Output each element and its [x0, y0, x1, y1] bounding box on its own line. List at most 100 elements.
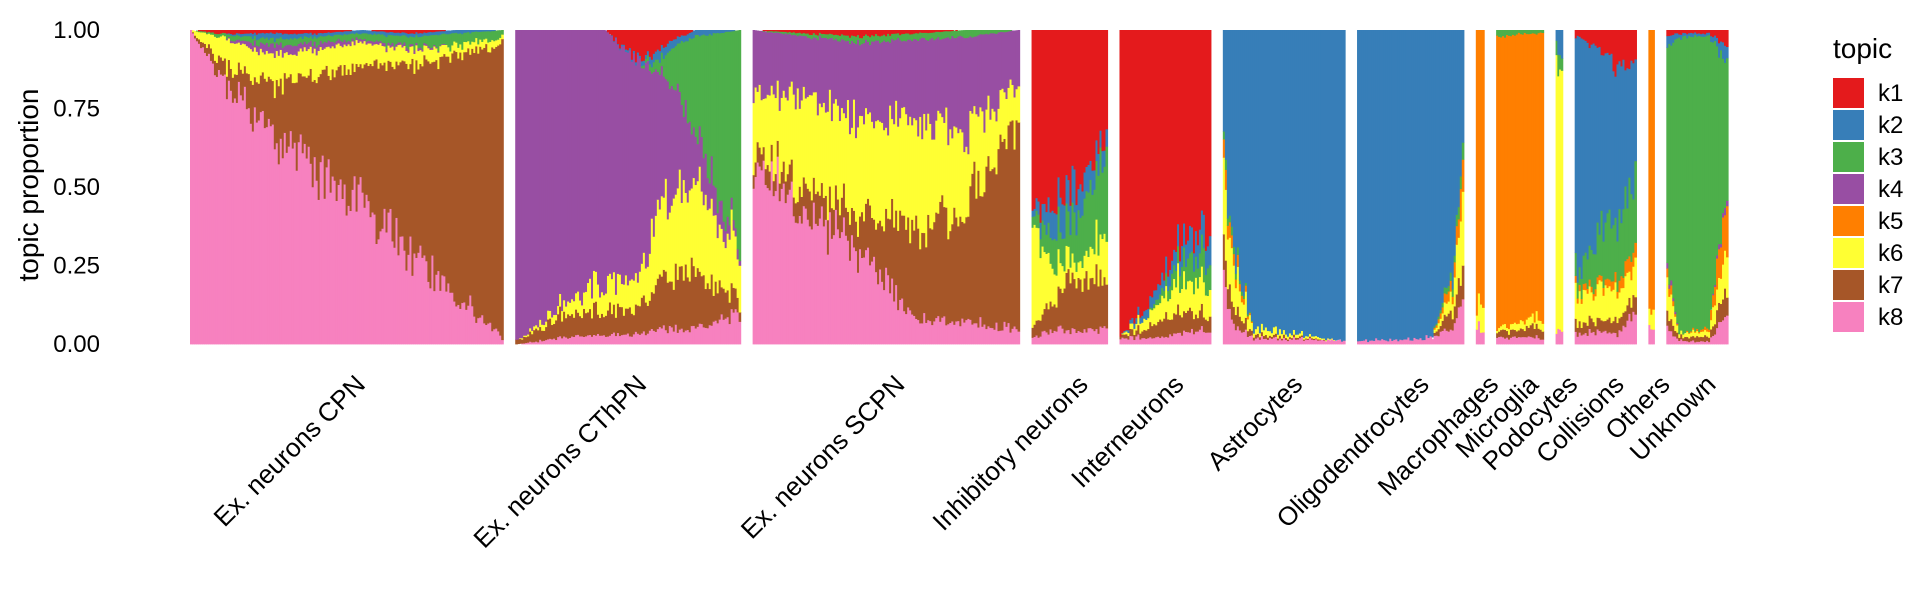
bar-segment-k6	[931, 139, 934, 230]
bar-segment-k1	[1141, 30, 1144, 316]
bar-segment-k4	[555, 30, 558, 315]
bar-segment-k8	[1099, 326, 1103, 345]
bar-segment-k4	[842, 39, 846, 114]
bar-segment-k4	[1009, 30, 1013, 80]
bar-segment-k1	[435, 30, 438, 32]
bar-segment-k8	[973, 322, 976, 345]
bar-segment-k3	[969, 30, 972, 37]
bar-segment-k7	[903, 215, 906, 312]
bar-segment-k1	[1190, 30, 1194, 228]
bar-segment-k6	[275, 50, 279, 81]
bar-segment-k2	[666, 43, 670, 53]
bar-segment-k6	[824, 112, 828, 196]
bar-segment-k3	[802, 32, 806, 37]
bar-segment-k8	[1559, 329, 1562, 345]
bar-segment-k6	[1555, 54, 1558, 334]
group-ex-neurons-cpn	[190, 30, 504, 345]
bar-segment-k2	[724, 30, 728, 32]
bar-segment-k8	[690, 325, 694, 345]
bar-segment-k1	[1093, 30, 1097, 171]
bar-segment-k7	[788, 164, 792, 190]
bar-segment-k3	[1531, 30, 1535, 34]
bar-segment-k6	[441, 44, 444, 57]
bar-segment-k1	[1179, 30, 1182, 262]
bar-segment-k6	[927, 113, 930, 215]
bar-segment-k4	[977, 34, 981, 117]
bar-segment-k6	[684, 192, 688, 265]
bar-segment-k8	[1632, 311, 1635, 345]
bar-segment-k3	[828, 33, 832, 39]
bar-segment-k4	[359, 38, 363, 42]
bar-segment-k3	[345, 34, 349, 43]
bar-segment-k1	[1612, 30, 1616, 72]
bar-segment-k8	[1652, 329, 1655, 345]
bar-segment-k3	[481, 31, 484, 42]
bar-segment-k7	[1694, 337, 1697, 343]
bar-segment-k2	[1437, 30, 1441, 317]
bar-segment-k1	[684, 30, 688, 36]
bar-segment-k5	[1525, 33, 1529, 320]
bar-segment-k4	[247, 41, 251, 48]
bar-segment-k1	[1690, 30, 1693, 33]
bar-segment-k1	[612, 30, 616, 42]
bar-segment-k8	[267, 118, 271, 345]
bar-segment-k2	[1451, 30, 1455, 290]
bar-segment-k7	[863, 220, 866, 258]
bar-segment-k6	[666, 219, 670, 283]
bar-segment-k4	[589, 30, 592, 279]
bar-segment-k3	[421, 36, 424, 50]
bar-segment-k6	[1718, 277, 1721, 303]
bar-segment-k4	[1718, 243, 1721, 250]
bar-segment-k7	[1704, 334, 1707, 343]
bar-segment-k1	[257, 30, 261, 34]
bar-segment-k4	[678, 91, 682, 170]
bar-segment-k4	[1714, 284, 1717, 287]
bar-segment-k7	[225, 76, 229, 100]
bar-segment-k1	[1187, 30, 1190, 241]
bar-segment-k6	[1435, 327, 1439, 332]
bar-segment-k6	[561, 310, 564, 322]
bar-segment-k7	[1045, 302, 1049, 333]
bar-segment-k1	[417, 30, 421, 34]
bar-segment-k8	[1323, 340, 1326, 345]
bar-segment-k7	[1726, 297, 1729, 316]
bar-segment-k6	[1477, 293, 1481, 322]
bar-segment-k7	[345, 74, 349, 216]
bar-segment-k8	[1304, 339, 1308, 345]
bar-segment-k2	[664, 46, 668, 56]
bar-segment-k1	[638, 30, 642, 56]
bar-segment-k6	[648, 253, 652, 301]
bar-segment-k2	[1616, 64, 1620, 242]
bar-segment-k5	[1496, 35, 1499, 332]
bar-segment-k6	[1003, 91, 1007, 139]
bar-segment-k6	[257, 54, 261, 84]
bar-segment-k1	[1185, 30, 1188, 245]
bar-segment-k6	[947, 144, 950, 240]
bar-segment-k6	[239, 44, 243, 70]
bar-segment-k1	[832, 30, 836, 36]
bar-segment-k6	[1145, 319, 1148, 331]
bar-segment-k3	[1085, 190, 1089, 251]
group-inhibitory-neurons	[1031, 30, 1109, 345]
bar-segment-k8	[712, 321, 716, 345]
bar-segment-k8	[1602, 331, 1606, 345]
bar-segment-k5	[1541, 32, 1545, 324]
bar-segment-k8	[233, 98, 237, 345]
bar-segment-k7	[752, 174, 756, 189]
bar-segment-k4	[991, 32, 995, 109]
bar-segment-k2	[1266, 30, 1270, 332]
bar-segment-k6	[1173, 278, 1176, 314]
bar-segment-k8	[1513, 336, 1517, 345]
bar-segment-k1	[903, 30, 906, 34]
bar-segment-k7	[1208, 316, 1212, 333]
bar-segment-k3	[688, 37, 692, 122]
bar-segment-k3	[1242, 295, 1246, 299]
bar-segment-k3	[1035, 210, 1039, 228]
bar-segment-k8	[281, 157, 285, 345]
bar-segment-k4	[676, 83, 680, 189]
bar-segment-k7	[429, 63, 432, 289]
bar-segment-k2	[1686, 33, 1689, 39]
bar-segment-k1	[780, 30, 784, 32]
bar-segment-k6	[1183, 270, 1186, 312]
bar-segment-k8	[1610, 333, 1614, 345]
